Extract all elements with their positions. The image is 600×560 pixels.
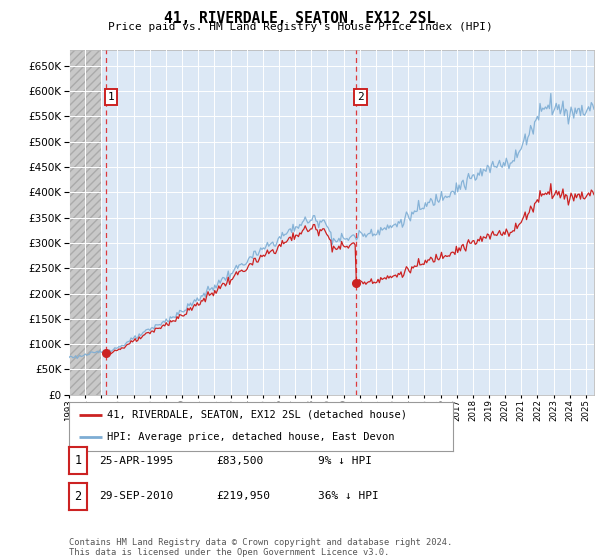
Text: HPI: Average price, detached house, East Devon: HPI: Average price, detached house, East… bbox=[107, 432, 395, 442]
Text: 1: 1 bbox=[74, 454, 82, 468]
Text: 2: 2 bbox=[74, 489, 82, 503]
Text: Price paid vs. HM Land Registry's House Price Index (HPI): Price paid vs. HM Land Registry's House … bbox=[107, 22, 493, 32]
Text: 36% ↓ HPI: 36% ↓ HPI bbox=[318, 491, 379, 501]
Text: Contains HM Land Registry data © Crown copyright and database right 2024.
This d: Contains HM Land Registry data © Crown c… bbox=[69, 538, 452, 557]
Text: 9% ↓ HPI: 9% ↓ HPI bbox=[318, 456, 372, 466]
Text: £219,950: £219,950 bbox=[216, 491, 270, 501]
Text: 41, RIVERDALE, SEATON, EX12 2SL: 41, RIVERDALE, SEATON, EX12 2SL bbox=[164, 11, 436, 26]
Bar bbox=[69, 50, 101, 395]
Text: 41, RIVERDALE, SEATON, EX12 2SL (detached house): 41, RIVERDALE, SEATON, EX12 2SL (detache… bbox=[107, 410, 407, 420]
Text: 29-SEP-2010: 29-SEP-2010 bbox=[99, 491, 173, 501]
Text: 1: 1 bbox=[108, 92, 115, 102]
Text: 25-APR-1995: 25-APR-1995 bbox=[99, 456, 173, 466]
Text: 2: 2 bbox=[357, 92, 364, 102]
Text: £83,500: £83,500 bbox=[216, 456, 263, 466]
